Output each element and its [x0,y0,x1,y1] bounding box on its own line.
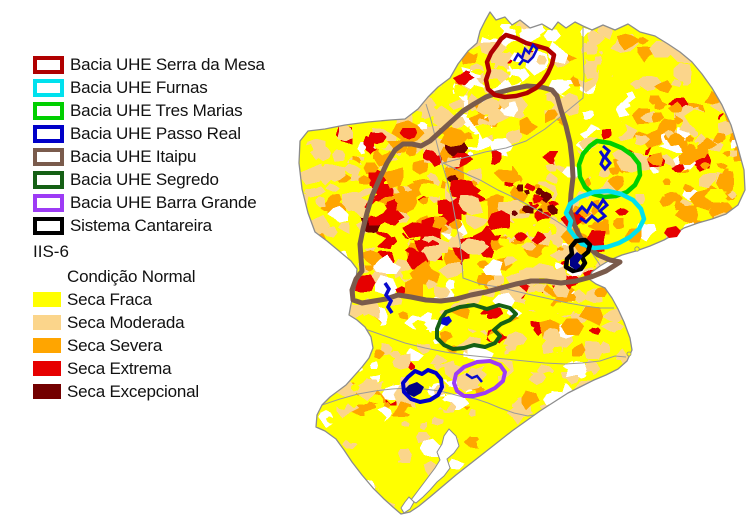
class-color-swatch [33,338,61,353]
basin-label: Bacia UHE Serra da Mesa [70,54,265,74]
legend-basin-item: Bacia UHE Serra da Mesa [33,53,265,76]
legend-class-item: Seca Moderada [33,311,265,334]
class-label: Seca Moderada [67,312,185,332]
class-color-swatch [33,269,61,284]
class-color-swatch [33,361,61,376]
legend-class-item: Seca Fraca [33,288,265,311]
drought-class-list: Condição Normal Seca Fraca Seca Moderada Se… [33,265,265,403]
legend-basin-item: Bacia UHE Segredo [33,168,265,191]
basin-outline-swatch [33,78,64,97]
class-color-swatch [33,292,61,307]
basin-label: Sistema Cantareira [70,215,212,235]
legend-basin-item: Sistema Cantareira [33,214,265,237]
basin-label: Bacia UHE Itaipu [70,146,197,166]
basin-outline-swatch [33,55,64,74]
legend-class-item: Seca Excepcional [33,380,265,403]
legend-basin-item: Bacia UHE Furnas [33,76,265,99]
basin-label: Bacia UHE Furnas [70,77,208,97]
legend-basin-item: Bacia UHE Tres Marias [33,99,265,122]
legend-class-item: Seca Severa [33,334,265,357]
basin-label: Bacia UHE Barra Grande [70,192,257,212]
basin-label: Bacia UHE Tres Marias [70,100,243,120]
legend-class-item: Condição Normal [33,265,265,288]
basin-label: Bacia UHE Segredo [70,169,219,189]
class-label: Seca Fraca [67,289,152,309]
basin-outline-swatch [33,124,64,143]
basin-outline-swatch [33,101,64,120]
legend-class-item: Seca Extrema [33,357,265,380]
class-label: Seca Excepcional [67,381,199,401]
legend: Bacia UHE Serra da Mesa Bacia UHE Furnas B… [33,53,265,403]
iis-index-title: IIS-6 [33,242,69,261]
basin-outline-swatch [33,170,64,189]
basin-legend-list: Bacia UHE Serra da Mesa Bacia UHE Furnas B… [33,53,265,237]
basin-outline-swatch [33,216,64,235]
legend-basin-item: Bacia UHE Passo Real [33,122,265,145]
basin-outline-swatch [33,193,64,212]
basin-label: Bacia UHE Passo Real [70,123,241,143]
class-color-swatch [33,315,61,330]
class-label: Seca Extrema [67,358,172,378]
class-label: Seca Severa [67,335,163,355]
class-label: Condição Normal [67,266,196,286]
legend-basin-item: Bacia UHE Itaipu [33,145,265,168]
basin-outline-swatch [33,147,64,166]
legend-basin-item: Bacia UHE Barra Grande [33,191,265,214]
class-color-swatch [33,384,61,399]
